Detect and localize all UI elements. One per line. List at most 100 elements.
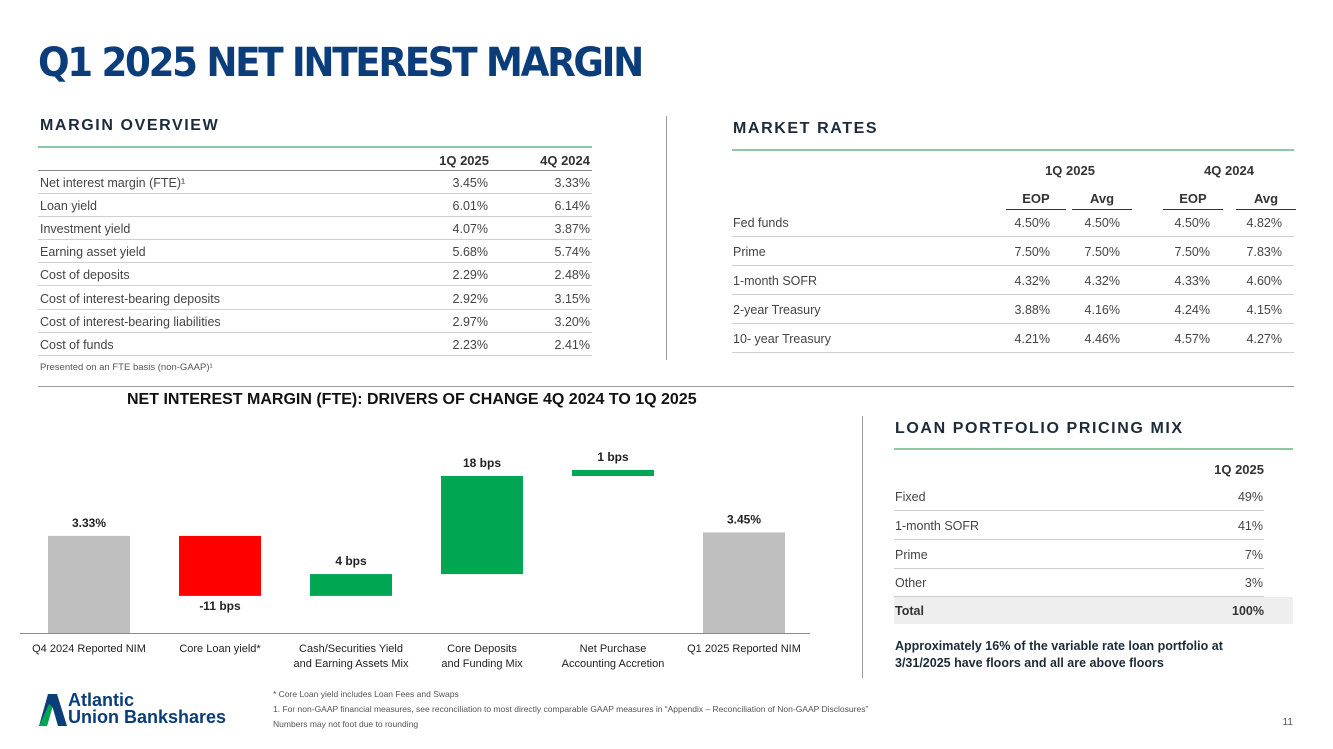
cell: 4.57% [1174, 332, 1210, 346]
x-tick-label-2: Core Loan yield* [179, 643, 261, 655]
bar-5 [572, 469, 654, 476]
cell: 4.32% [1084, 274, 1120, 288]
x-tick-label-3-line2: and Earning Assets Mix [294, 658, 409, 670]
mo-header-rule [38, 170, 592, 171]
row-value-q1: 2.23% [452, 338, 488, 352]
cell: 4.60% [1246, 274, 1282, 288]
loan-mix-total-row: Total 100% [894, 597, 1293, 624]
x-tick-label-6: Q1 2025 Reported NIM [687, 643, 801, 655]
table-row: 10- year Treasury 4.21% 4.46% 4.57% 4.27… [732, 324, 1294, 353]
row-value-q1: 2.97% [452, 315, 488, 329]
cell: 4.46% [1084, 332, 1120, 346]
table-row: Investment yield 4.07% 3.87% [38, 217, 592, 240]
cell: 4.16% [1084, 303, 1120, 317]
mr-subcol-eop-q1: EOP [1006, 191, 1066, 210]
table-row: Cost of interest-bearing deposits 2.92% … [38, 287, 592, 310]
cell: 7.50% [1014, 245, 1050, 259]
row-label: 1-month SOFR [895, 519, 980, 533]
row-value-q4: 5.74% [554, 245, 590, 259]
list-item: Prime 7% [894, 541, 1264, 569]
table-row: Cost of interest-bearing liabilities 2.9… [38, 310, 592, 333]
bar-6 [703, 532, 785, 633]
mo-col-header-q4: 4Q 2024 [540, 153, 590, 168]
cell: 4.50% [1084, 216, 1120, 230]
row-label: 2-year Treasury [733, 303, 821, 317]
table-row: Net interest margin (FTE)¹ 3.45% 3.33% [38, 171, 592, 194]
data-label-1: 3.33% [72, 516, 106, 530]
bar-4 [441, 475, 523, 575]
cell: 4.27% [1246, 332, 1282, 346]
list-item: Fixed 49% [894, 483, 1264, 511]
bar-3 [310, 574, 392, 596]
row-value-q1: 2.92% [452, 292, 488, 306]
row-value-q4: 3.87% [554, 222, 590, 236]
row-label: Other [895, 576, 927, 590]
row-label: Earning asset yield [40, 245, 146, 259]
data-label-2: -11 bps [199, 599, 241, 613]
row-value-q1: 3.45% [452, 176, 488, 190]
x-tick-label-4: Core Deposits [447, 643, 517, 655]
row-value-q4: 6.14% [554, 199, 590, 213]
logo-line-2: Union Bankshares [68, 707, 227, 727]
bar-1 [48, 535, 130, 633]
mr-subcol-avg-q1: Avg [1072, 191, 1132, 210]
chart-title: NET INTEREST MARGIN (FTE): DRIVERS OF CH… [127, 391, 697, 408]
cell: 4.50% [1014, 216, 1050, 230]
data-label-6: 3.45% [727, 512, 761, 526]
margin-overview-rule [38, 146, 592, 148]
row-label: Loan yield [40, 199, 97, 213]
total-label: Total [895, 604, 924, 618]
market-rates-heading: MARKET RATES [733, 120, 879, 137]
x-tick-label-3: Cash/Securities Yield [299, 643, 403, 655]
row-label: Fixed [895, 490, 926, 504]
row-label: Cost of deposits [40, 268, 130, 282]
cell: 4.15% [1246, 303, 1282, 317]
total-value: 100% [1232, 604, 1264, 618]
waterfall-chart: 3.33% Q4 2024 Reported NIM -11 bps Core Loa… [20, 450, 810, 670]
row-label: Cost of interest-bearing liabilities [40, 315, 221, 329]
loan-mix-note: Approximately 16% of the variable rate l… [895, 639, 1223, 670]
cell: 7.50% [1084, 245, 1120, 259]
x-tick-label-5-line2: Accounting Accretion [562, 658, 665, 670]
x-tick-label-4-line2: and Funding Mix [441, 658, 523, 670]
x-tick-label-5: Net Purchase [580, 643, 647, 655]
vertical-divider [862, 416, 863, 678]
loan-mix-rule [894, 448, 1293, 450]
x-tick-label-1: Q4 2024 Reported NIM [32, 643, 146, 655]
row-label: Net interest margin (FTE)¹ [40, 176, 186, 190]
row-value-q4: 2.48% [554, 268, 590, 282]
cell: 4.24% [1174, 303, 1210, 317]
row-label: Prime [733, 245, 766, 259]
cell: 4.50% [1174, 216, 1210, 230]
cell: 4.32% [1014, 274, 1050, 288]
company-logo-text: Atlantic Union Bankshares [68, 690, 227, 727]
margin-overview-heading: MARGIN OVERVIEW [40, 117, 220, 134]
logo-line-1: Atlantic [68, 690, 135, 710]
table-row: Prime 7.50% 7.50% 7.50% 7.83% [732, 237, 1294, 266]
row-label: 10- year Treasury [733, 332, 831, 346]
mr-subcol-eop-q4: EOP [1163, 191, 1223, 210]
row-value-q4: 3.20% [554, 315, 590, 329]
row-value: 49% [1237, 490, 1263, 504]
cell: 7.50% [1174, 245, 1210, 259]
footnote-non-gaap: 1. For non-GAAP financial measures, see … [273, 704, 869, 714]
footnote-rounding: Numbers may not foot due to rounding [273, 719, 419, 729]
vertical-divider [666, 116, 667, 360]
atlantic-union-logo-icon [39, 694, 67, 726]
footnote-core-loan: * Core Loan yield includes Loan Fees and… [273, 689, 459, 699]
table-row: Fed funds 4.50% 4.50% 4.50% 4.82% [732, 208, 1294, 237]
data-label-5: 1 bps [597, 450, 629, 464]
loan-mix-col-header: 1Q 2025 [1214, 462, 1264, 477]
margin-overview-footnote: Presented on an FTE basis (non-GAAP)¹ [40, 362, 213, 373]
cell: 4.21% [1014, 332, 1050, 346]
row-value-q1: 5.68% [452, 245, 488, 259]
loan-mix-heading: LOAN PORTFOLIO PRICING MIX [895, 420, 1184, 437]
market-rates-rule [732, 149, 1294, 151]
row-label: Fed funds [733, 216, 789, 230]
cell: 4.82% [1246, 216, 1282, 230]
mr-period-q1: 1Q 2025 [1045, 163, 1095, 178]
table-row: Loan yield 6.01% 6.14% [38, 194, 592, 217]
row-value-q1: 6.01% [452, 199, 488, 213]
table-row: 1-month SOFR 4.32% 4.32% 4.33% 4.60% [732, 266, 1294, 295]
row-value-q4: 3.15% [554, 292, 590, 306]
